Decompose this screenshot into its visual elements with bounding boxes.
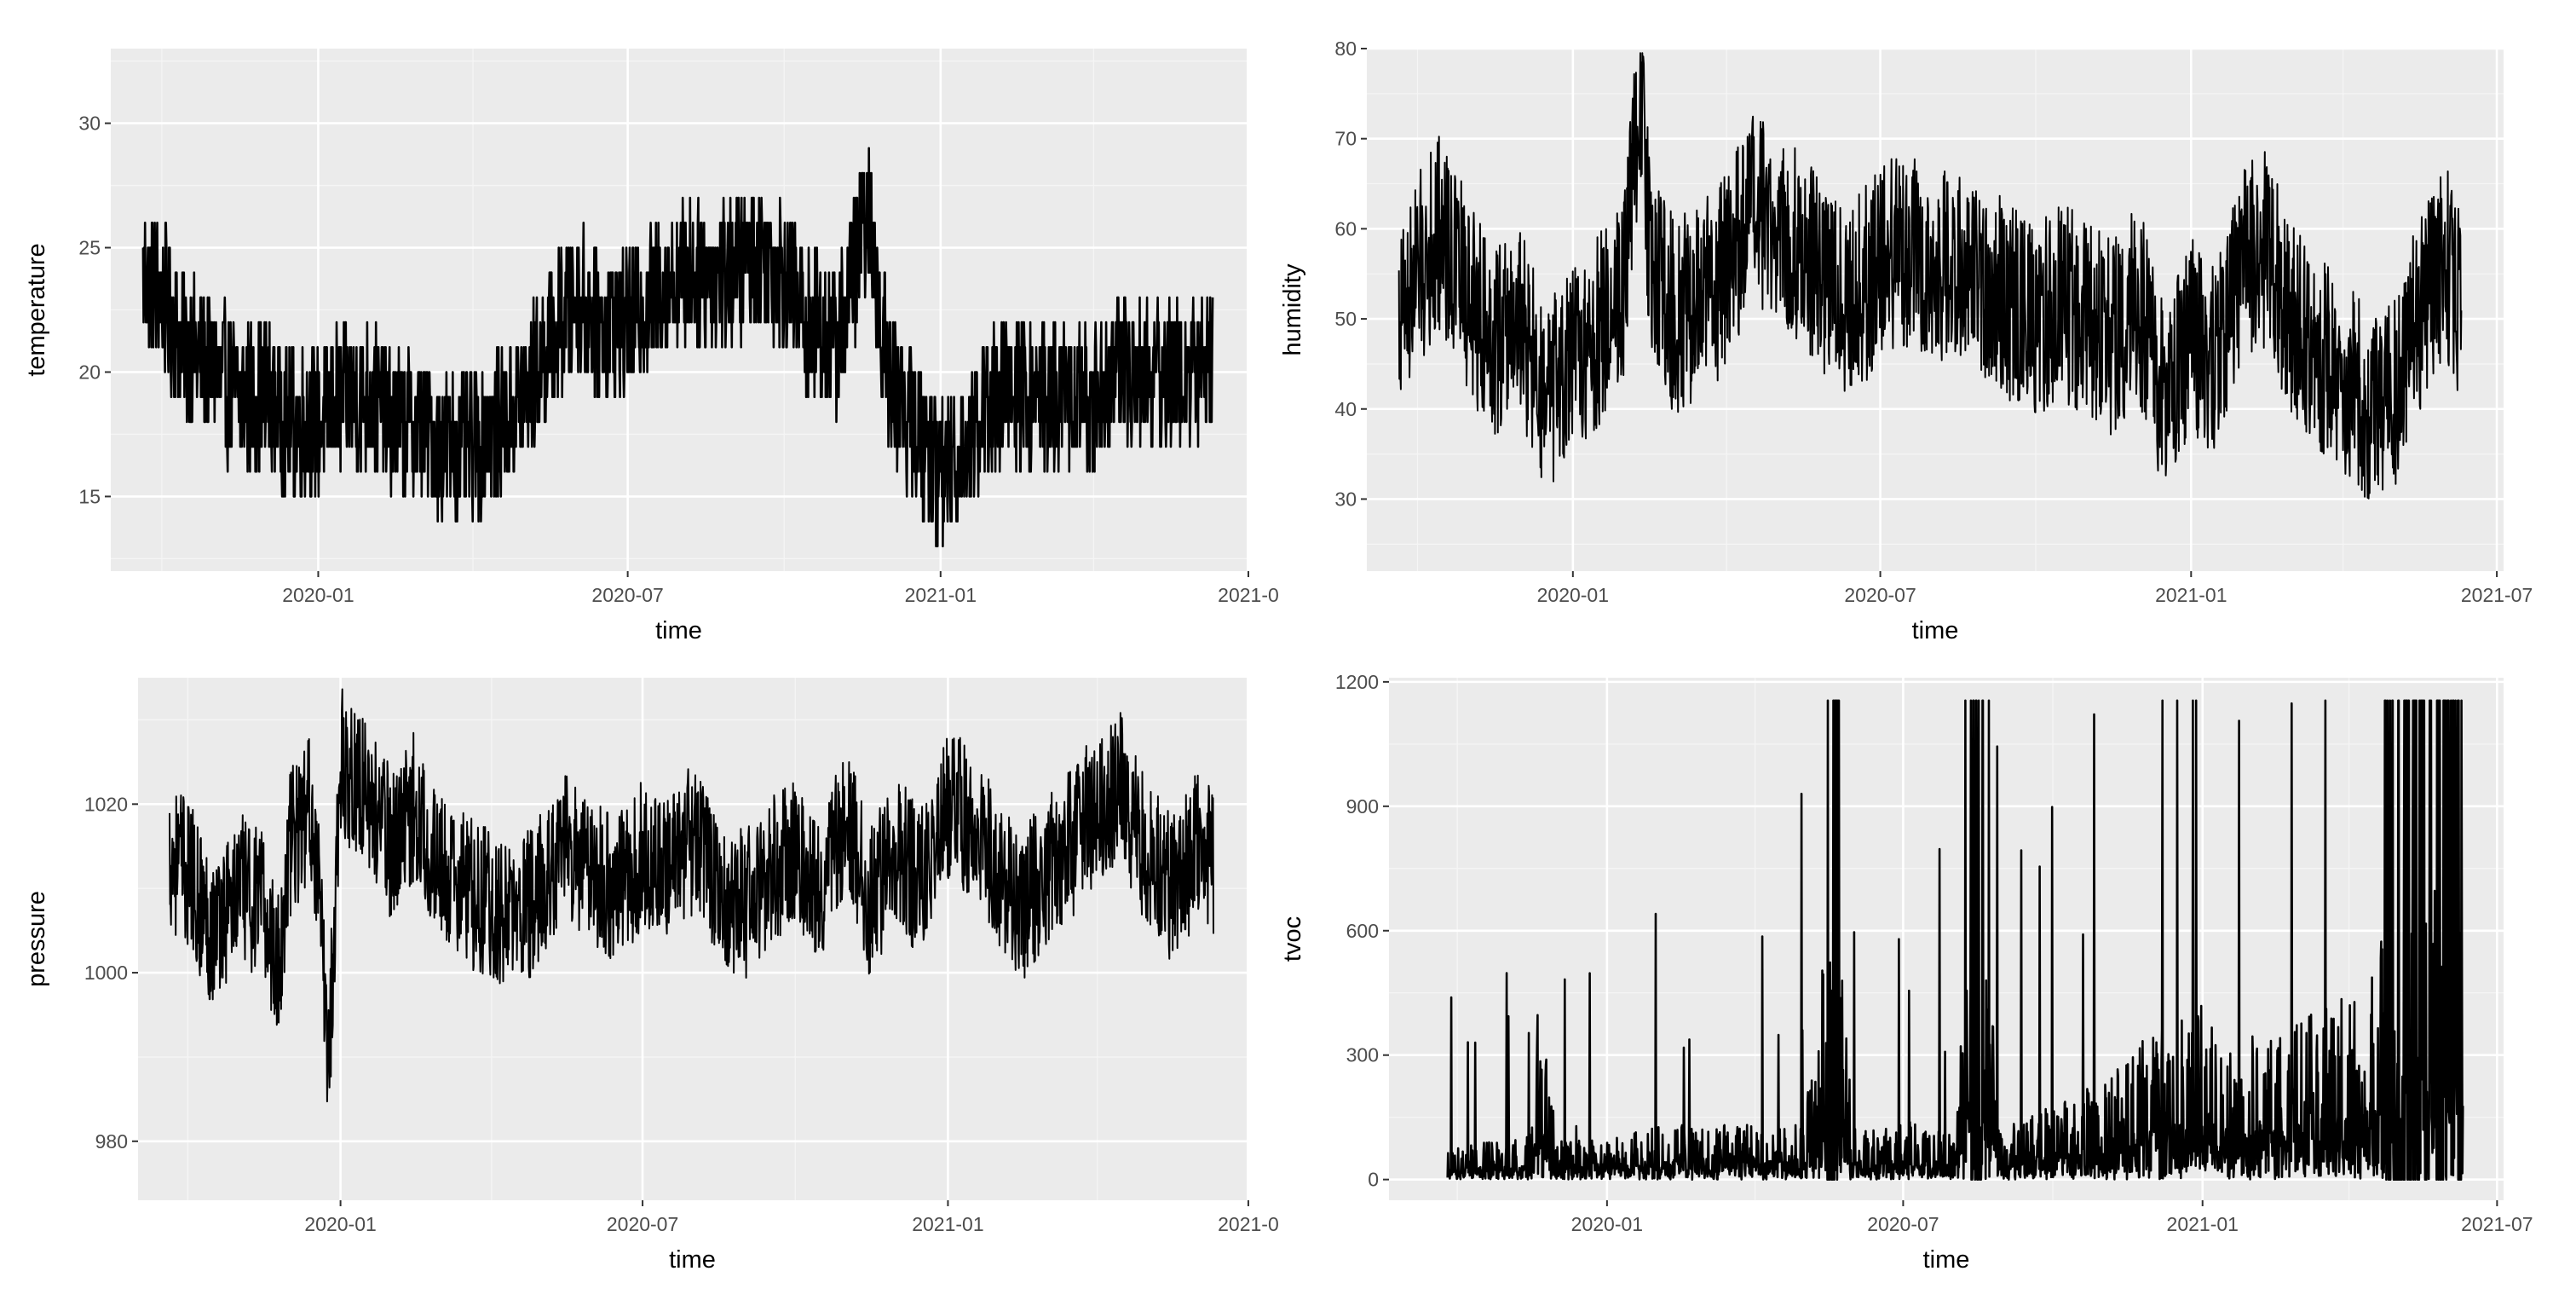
y-tick-label: 1000	[84, 962, 128, 984]
y-axis-title: humidity	[1279, 263, 1306, 355]
x-axis-title: time	[669, 1246, 716, 1274]
y-tick-label: 70	[1334, 128, 1357, 150]
y-tick-label: 300	[1346, 1044, 1379, 1066]
y-tick-label: 20	[78, 361, 101, 383]
x-tick-label: 2020-01	[1537, 584, 1609, 606]
x-tick-label: 2021-07	[2461, 1213, 2533, 1235]
x-axis-title: time	[1912, 617, 1959, 644]
x-tick-label: 2021-01	[2167, 1213, 2239, 1235]
y-tick-label: 1200	[1335, 671, 1379, 693]
y-tick-label: 50	[1334, 308, 1357, 330]
y-tick-label: 1020	[84, 793, 128, 815]
panel-pressure: 980 1000 1020 2020-01 2020-07 2021-01 2021-0 ti…	[23, 678, 1279, 1274]
panel-humidity: 30 40 50 60 70 80 2020-01 2020-07 2021-01 2021-07…	[1279, 38, 2533, 644]
panel-tvoc: 0 300 600 900 1200 2020-01 2020-07 2021-01 2021-…	[1279, 671, 2533, 1274]
y-tick-label: 30	[78, 113, 101, 135]
series-line-tvoc	[1446, 699, 2464, 1181]
x-axis-title: time	[655, 617, 702, 644]
y-axis-title: temperature	[23, 243, 50, 376]
x-tick-label: 2021-07	[2461, 584, 2533, 606]
series-line-pressure	[169, 688, 1214, 1103]
y-tick-label: 80	[1334, 38, 1357, 60]
y-tick-label: 25	[78, 237, 101, 259]
panel-temperature: 15 20 25 30 2020-01 2020-07 2021-01 2021-0 time t…	[23, 49, 1279, 644]
x-tick-label: 2021-01	[2155, 584, 2227, 606]
y-tick-label: 60	[1334, 217, 1357, 240]
x-tick-label: 2020-07	[591, 584, 663, 606]
y-axis-title: tvoc	[1279, 916, 1306, 962]
x-tick-label: 2020-01	[304, 1213, 376, 1235]
series-line-temperature	[141, 147, 1214, 548]
y-axis-title: pressure	[23, 891, 50, 987]
x-tick-label: 2020-01	[282, 584, 354, 606]
x-tick-label: 2020-01	[1571, 1213, 1643, 1235]
x-tick-label: 2021-0	[1218, 1213, 1279, 1235]
x-tick-label: 2020-07	[1844, 584, 1916, 606]
x-tick-label: 2021-0	[1218, 584, 1279, 606]
x-tick-label: 2021-01	[912, 1213, 983, 1235]
x-tick-label: 2021-01	[905, 584, 977, 606]
x-tick-label: 2020-07	[607, 1213, 678, 1235]
x-tick-label: 2020-07	[1867, 1213, 1939, 1235]
y-tick-label: 30	[1334, 488, 1357, 510]
y-tick-label: 40	[1334, 398, 1357, 420]
y-tick-label: 900	[1346, 795, 1379, 818]
x-axis-title: time	[1923, 1246, 1970, 1274]
y-tick-label: 0	[1368, 1169, 1379, 1191]
y-tick-label: 980	[95, 1130, 128, 1153]
y-tick-label: 15	[78, 485, 101, 507]
series-line-humidity	[1397, 52, 2463, 500]
y-tick-label: 600	[1346, 920, 1379, 942]
